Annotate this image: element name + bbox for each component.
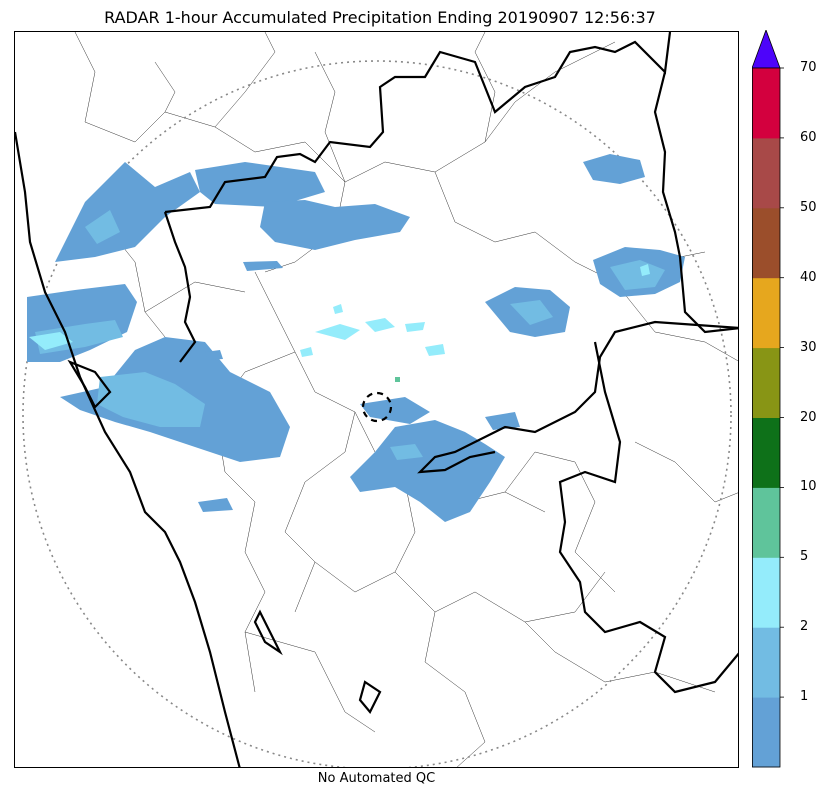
colorbar-segment [752,487,780,558]
colorbar-svg [752,30,784,768]
colorbar-tick-label: 1 [800,689,809,705]
map-canvas [15,32,738,767]
radar-map[interactable] [14,31,739,768]
precipitation-heavy [29,264,650,357]
colorbar-segment [752,627,780,698]
colorbar-tick-label: 70 [800,60,817,75]
colorbar-segment [752,137,780,209]
precipitation-cell [395,377,400,382]
colorbar-segment [752,277,780,349]
colorbar-tick-label: 10 [800,479,817,495]
colorbar-segment [752,68,780,139]
chart-title: RADAR 1-hour Accumulated Precipitation E… [104,8,656,27]
colorbar-segment [752,557,780,628]
colorbar-segment [752,347,780,418]
radar-site-marker [361,391,393,423]
colorbar-tick-label: 5 [800,549,809,565]
colorbar-tick-label: 2 [800,619,809,635]
colorbar-segment [752,207,780,279]
colorbar-segment [752,697,780,768]
colorbar-tick-label: 60 [800,129,817,145]
colorbar-tick-label: 40 [800,269,817,285]
colorbar-tick-label: 50 [800,199,817,215]
colorbar-tick-label: 20 [800,409,817,425]
range-ring [22,60,732,767]
colorbar-segment [752,417,780,488]
colorbar [752,30,792,770]
state-boundaries [15,32,738,767]
colorbar-tick-label: 30 [800,339,817,355]
qc-note: No Automated QC [317,771,436,786]
colorbar-extend-arrow [752,30,781,69]
